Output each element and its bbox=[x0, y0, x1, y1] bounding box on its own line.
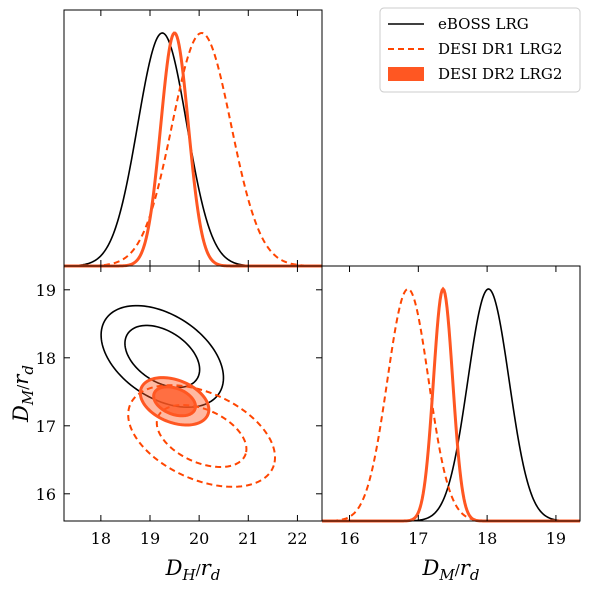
tick-label-DM: 17 bbox=[36, 417, 56, 436]
dm-marginal-curves bbox=[321, 286, 581, 523]
legend-label: DESI DR1 LRG2 bbox=[438, 40, 562, 58]
tick-labels: 18 19 20 21 22 16 16 17 17 18 18 19 19 bbox=[36, 281, 566, 548]
dm-curve-desi-dr1-lrg2 bbox=[321, 288, 580, 522]
joint-contours bbox=[100, 304, 277, 488]
legend-frame bbox=[379, 7, 581, 93]
panel-frame bbox=[63, 9, 323, 267]
legend-swatch bbox=[388, 67, 424, 81]
tick-label-DM-bottom: 18 bbox=[477, 529, 497, 548]
panel-DM-marginal bbox=[321, 265, 581, 523]
tick-label-DM: 18 bbox=[36, 349, 56, 368]
legend: eBOSS LRG DESI DR1 LRG2 DESI DR2 LRG2 bbox=[379, 7, 581, 93]
axis-labels: DH/rd DM/rd DM/rd bbox=[9, 365, 479, 584]
axis-label-D-over-r: DH/rd bbox=[165, 556, 221, 584]
legend-label: eBOSS LRG bbox=[438, 15, 529, 33]
dm-curve-eboss-lrg bbox=[322, 288, 581, 522]
axis-label-D-over-r: DM/rd bbox=[422, 556, 480, 584]
panel-frame bbox=[321, 265, 581, 522]
contour-desi-dr1-lrg2-1sigma bbox=[155, 403, 248, 469]
tick-label-DM-bottom: 16 bbox=[339, 529, 359, 548]
tick-label-DH: 20 bbox=[189, 529, 209, 548]
tick-label-DM-bottom: 17 bbox=[408, 529, 428, 548]
tick-label-DM: 16 bbox=[36, 485, 56, 504]
tick-label-DM-bottom: 19 bbox=[546, 529, 566, 548]
tick-label-DH: 18 bbox=[91, 529, 111, 548]
legend-label: DESI DR2 LRG2 bbox=[438, 65, 562, 83]
contour-desi-dr2-lrg2-1sigma bbox=[152, 385, 197, 418]
tick-label-DH: 21 bbox=[238, 529, 258, 548]
panel-joint bbox=[63, 265, 323, 522]
axis-label-D-over-r: DM/rd bbox=[9, 365, 37, 423]
panel-DH-marginal bbox=[63, 9, 323, 268]
dh-curve-desi-dr2-lrg2 bbox=[64, 31, 322, 268]
tick-label-DM: 19 bbox=[36, 281, 56, 300]
ticks bbox=[64, 10, 557, 521]
dh-curve-desi-dr1-lrg2 bbox=[63, 32, 322, 267]
dh-curve-eboss-lrg bbox=[63, 32, 322, 267]
tick-label-DH: 19 bbox=[140, 529, 160, 548]
contour-desi-dr1-lrg2-2sigma bbox=[127, 384, 277, 488]
dh-marginal-curves bbox=[63, 31, 322, 268]
dm-curve-desi-dr2-lrg2 bbox=[322, 286, 580, 523]
tick-label-DH: 22 bbox=[287, 529, 307, 548]
